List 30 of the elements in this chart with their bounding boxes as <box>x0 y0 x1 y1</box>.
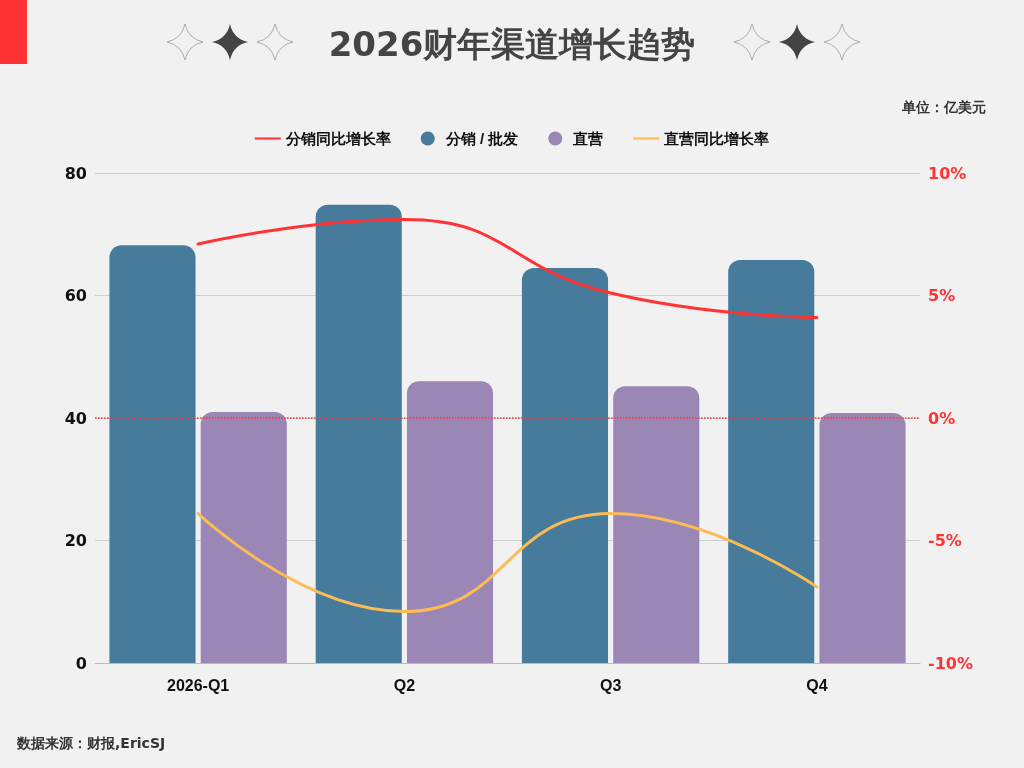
y2-tick-label: -10% <box>928 653 973 673</box>
source-note: 数据来源：财报,EricSJ <box>16 735 166 751</box>
y2-tick-label: -5% <box>928 531 962 550</box>
x-tick-label: 2026-Q1 <box>166 676 230 694</box>
y2-tick-label: 0% <box>928 408 956 428</box>
x-tick-label: Q3 <box>599 676 622 694</box>
y-tick-label: 60 <box>64 286 87 305</box>
x-tick-label: Q2 <box>393 676 416 694</box>
legend-label: 直营同比增长率 <box>663 130 770 147</box>
bar <box>521 267 609 663</box>
y-tick-label: 80 <box>64 163 87 183</box>
y-tick-label: 0 <box>75 653 87 673</box>
bar <box>200 411 287 663</box>
y2-tick-label: 10% <box>928 163 967 183</box>
y-tick-label: 40 <box>64 408 87 428</box>
text: 单位：亿美元 <box>901 99 986 115</box>
y2-tick-label: 5% <box>928 286 956 305</box>
bar <box>819 413 906 663</box>
chart-title: 2026财年渠道增长趋势 <box>328 24 696 64</box>
x-tick-label: Q4 <box>806 676 828 694</box>
bar <box>728 259 815 663</box>
y-tick-label: 20 <box>64 531 87 550</box>
legend-label: 分销同比增长率 <box>284 130 391 147</box>
legend-label: 分销 / 批发 <box>444 130 519 147</box>
bar <box>315 204 402 663</box>
bar <box>109 245 196 663</box>
bar <box>406 381 494 663</box>
legend-label: 直营 <box>572 130 604 147</box>
bar <box>613 386 700 663</box>
line-series <box>196 218 819 320</box>
